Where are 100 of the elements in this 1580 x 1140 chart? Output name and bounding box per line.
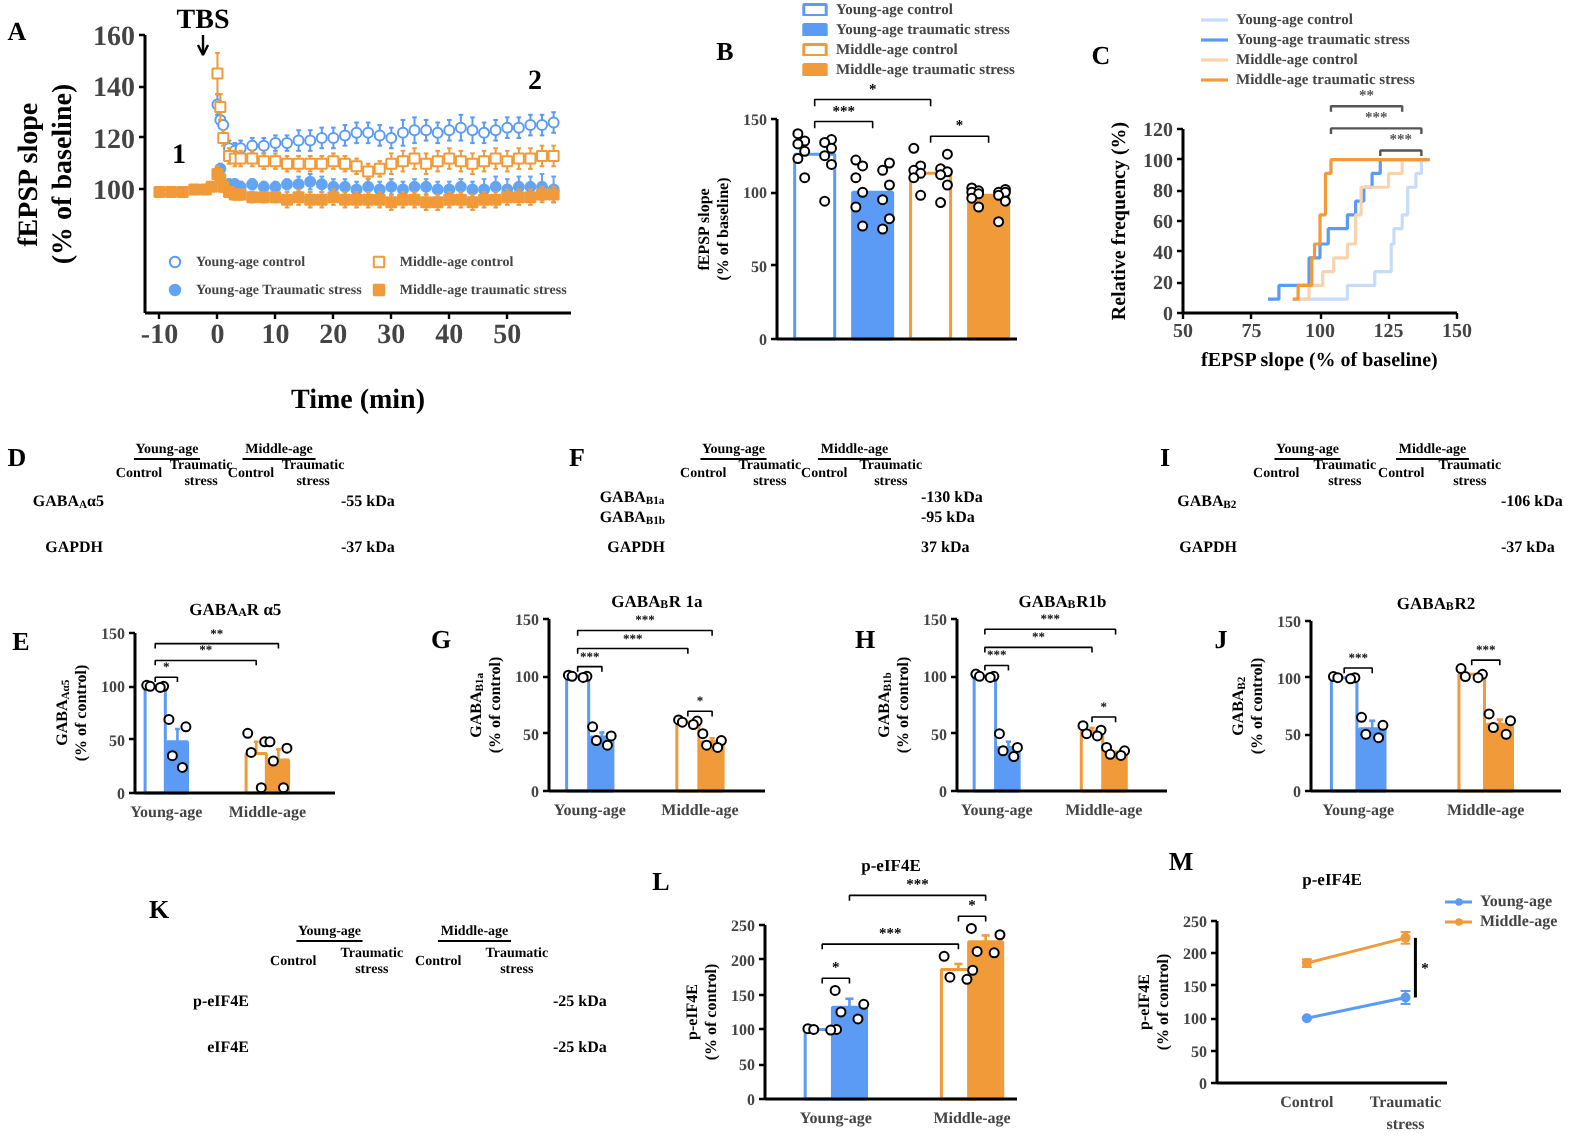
y-tick-label: 250	[731, 917, 755, 935]
y-tick-label: 50	[931, 725, 947, 744]
text: -37 kDa	[1501, 538, 1555, 556]
y-tick-label: 100	[1183, 1010, 1207, 1029]
x-tick-label: 75	[1241, 321, 1262, 343]
text: -95 kDa	[921, 508, 975, 526]
y-tick-label: 80	[1153, 181, 1173, 204]
y-tick-label: 50	[751, 257, 767, 276]
y-tick-label: 160	[93, 23, 135, 53]
text: -25 kDa	[553, 992, 607, 1010]
y-tick-label: 40	[1153, 242, 1173, 265]
y-tick-label: 50	[523, 725, 539, 744]
y-tick-label: 150	[1183, 977, 1207, 996]
y-tick-label: 0	[1293, 783, 1301, 801]
y-tick-label: 100	[93, 177, 135, 208]
y-tick-label: 20	[1153, 273, 1173, 296]
y-tick-label: 150	[731, 986, 755, 1005]
x-tick-label: Middle-age	[661, 801, 740, 819]
text: J	[1214, 624, 1229, 654]
y-tick-label: 0	[1163, 304, 1173, 326]
chart-title: p-eIF4E	[1302, 869, 1363, 889]
x-tick-label: 10	[261, 321, 290, 351]
text: B	[716, 36, 735, 66]
y-tick-label: 0	[117, 785, 125, 803]
y-axis-title: fEPSP slope (% of baseline)	[694, 176, 732, 281]
y-axis-title: Relative frequency (%)	[1109, 121, 1131, 321]
y-tick-label: 100	[1143, 150, 1173, 173]
text: GAPDH	[607, 538, 667, 556]
x-tick-label: 150	[1442, 321, 1472, 343]
text: G	[430, 624, 452, 654]
text: GAPDH	[45, 538, 105, 556]
annotation: TBS	[176, 6, 230, 36]
y-tick-label: 120	[1143, 120, 1173, 142]
y-tick-label: 250	[1183, 913, 1207, 931]
text: -130 kDa	[921, 488, 983, 506]
x-tick-label: Young-age	[553, 801, 627, 819]
y-tick-label: 50	[1285, 726, 1301, 745]
text: C	[1091, 40, 1111, 70]
text: M	[1168, 846, 1194, 876]
x-tick-label: Traumatic stress	[1369, 1093, 1443, 1133]
y-axis-title: fEPSP slope (% of baseline)	[15, 83, 79, 265]
annotation: 2	[528, 67, 542, 97]
x-tick-label: Young-age	[1322, 801, 1396, 819]
y-tick-label: 150	[1277, 613, 1301, 631]
x-tick-label: -10	[140, 321, 179, 351]
x-tick-label: Young-age	[799, 1109, 873, 1127]
text: E	[12, 626, 30, 656]
y-tick-label: 50	[1191, 1042, 1207, 1061]
x-tick-label: 40	[435, 321, 464, 351]
y-tick-label: 60	[1153, 212, 1173, 234]
text: K	[148, 894, 171, 924]
x-tick-label: 100	[1305, 321, 1335, 343]
y-tick-label: 100	[515, 668, 539, 687]
y-tick-label: 200	[1183, 945, 1207, 964]
text: -25 kDa	[553, 1038, 607, 1056]
text: D	[7, 442, 27, 472]
text: I	[1159, 442, 1171, 472]
y-tick-label: 50	[739, 1056, 755, 1075]
x-tick-label: Young-age	[960, 801, 1034, 819]
text: 37 kDa	[921, 538, 970, 556]
y-tick-label: 50	[109, 731, 125, 750]
text: -106 kDa	[1501, 492, 1563, 510]
legend-label: Middle-age	[1480, 912, 1558, 930]
x-tick-label: Middle-age	[228, 803, 307, 821]
text: -55 kDa	[341, 492, 395, 510]
chart-title: p-eIF4E	[861, 855, 922, 875]
x-axis-title: fEPSP slope (% of baseline)	[1201, 350, 1438, 372]
annotation: 1	[172, 141, 186, 171]
y-tick-label: 150	[743, 111, 767, 129]
legend-label: Young-age	[1480, 892, 1553, 910]
y-tick-label: 140	[93, 74, 135, 105]
y-tick-label: 100	[743, 184, 767, 203]
text: F	[569, 442, 586, 472]
y-tick-label: 150	[515, 611, 539, 629]
x-axis-title: Time (min)	[290, 386, 426, 416]
x-tick-label: Middle-age	[933, 1109, 1012, 1127]
text: A	[7, 16, 28, 46]
y-tick-label: 0	[531, 783, 539, 801]
y-tick-label: 120	[93, 125, 135, 156]
x-tick-label: 20	[319, 321, 348, 351]
y-tick-label: 200	[731, 951, 755, 970]
y-tick-label: 0	[1199, 1075, 1207, 1093]
y-tick-label: 100	[101, 678, 125, 697]
y-tick-label: 150	[101, 625, 125, 643]
x-tick-label: 0	[210, 321, 225, 351]
x-tick-label: 125	[1373, 321, 1404, 343]
y-axis-title: p-eIF4E (% of control)	[682, 963, 720, 1061]
text: L	[652, 866, 671, 896]
y-tick-label: 100	[731, 1021, 755, 1040]
x-tick-label: Middle-age	[1065, 801, 1144, 819]
x-tick-label: Young-age	[130, 803, 204, 821]
y-axis-title: p-eIF4E (% of control)	[1134, 953, 1172, 1051]
x-tick-label: Middle-age	[1447, 801, 1526, 819]
text: eIF4E	[207, 1038, 250, 1056]
y-tick-label: 0	[939, 783, 947, 801]
text: H	[854, 624, 876, 654]
y-tick-label: 100	[1277, 669, 1301, 688]
text: GAPDH	[1179, 538, 1239, 556]
y-tick-label: 100	[923, 668, 947, 687]
y-tick-label: 150	[923, 611, 947, 629]
